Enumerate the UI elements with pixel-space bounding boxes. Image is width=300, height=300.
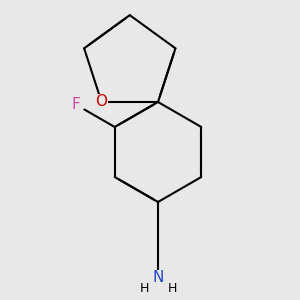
Text: H: H [139, 281, 149, 295]
Text: N: N [152, 271, 164, 286]
Text: F: F [71, 97, 80, 112]
Text: H: H [167, 281, 177, 295]
Text: O: O [96, 94, 108, 110]
